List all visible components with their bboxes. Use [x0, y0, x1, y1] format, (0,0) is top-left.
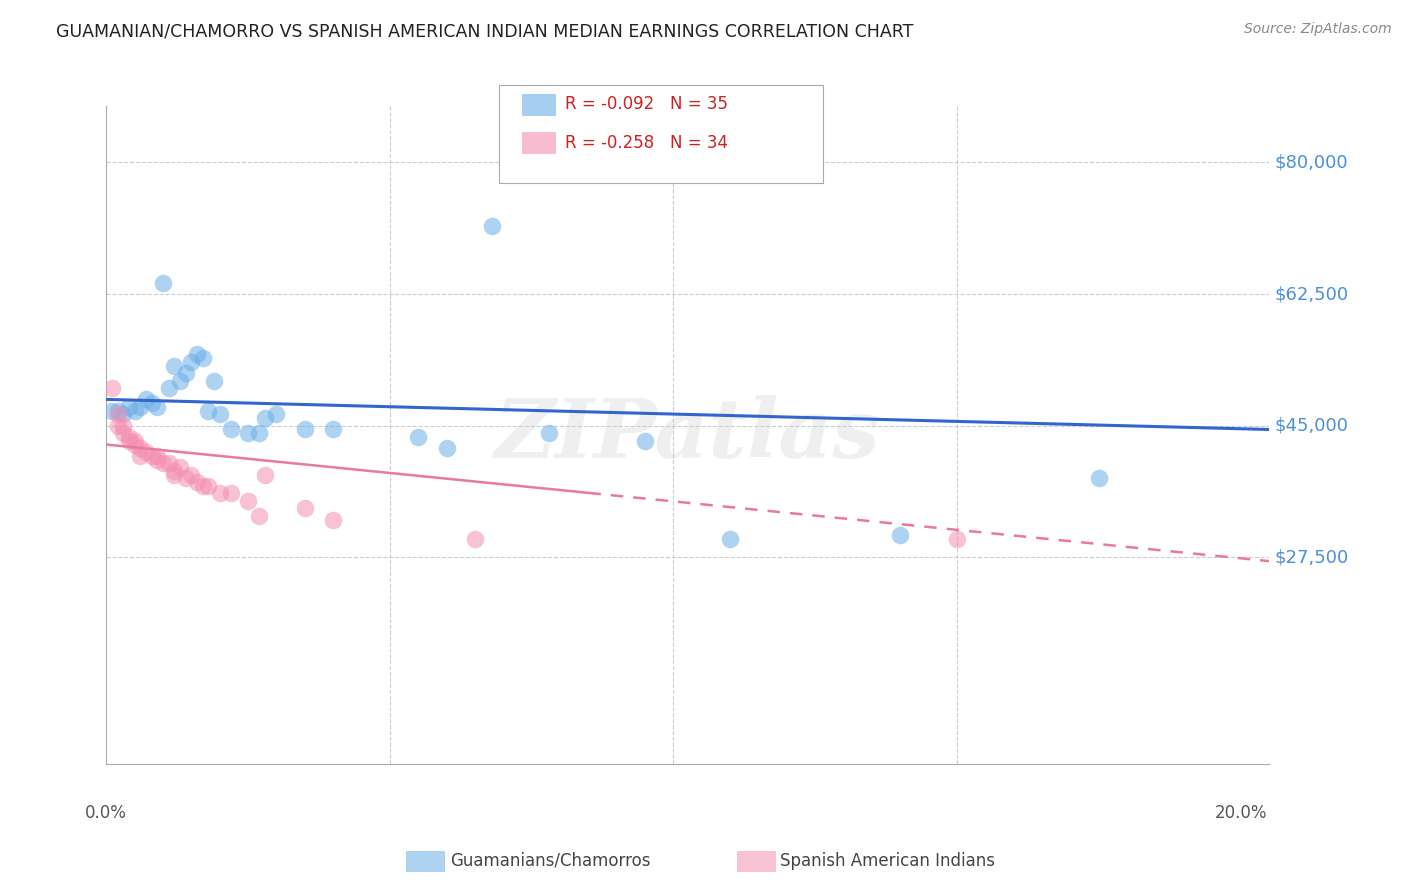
- Point: [406, 430, 429, 444]
- Point: [135, 392, 157, 407]
- Point: [174, 366, 197, 380]
- Point: [118, 434, 141, 448]
- Text: $80,000: $80,000: [1275, 153, 1348, 171]
- Point: [180, 355, 202, 369]
- Point: [186, 347, 208, 361]
- Point: [208, 486, 231, 500]
- Point: [163, 467, 186, 482]
- Point: [202, 374, 225, 388]
- Point: [101, 381, 124, 395]
- Text: $62,500: $62,500: [1275, 285, 1350, 303]
- Point: [247, 426, 270, 441]
- Point: [1088, 471, 1111, 485]
- Point: [112, 426, 135, 441]
- Point: [191, 479, 214, 493]
- Point: [294, 422, 316, 436]
- Point: [107, 403, 129, 417]
- Point: [112, 418, 135, 433]
- Point: [124, 403, 146, 417]
- Point: [481, 219, 503, 234]
- Point: [634, 434, 657, 448]
- Point: [129, 400, 152, 414]
- Point: [169, 374, 191, 388]
- Point: [889, 528, 911, 542]
- Text: $45,000: $45,000: [1275, 417, 1348, 434]
- Point: [219, 422, 242, 436]
- Point: [101, 403, 124, 417]
- Point: [174, 471, 197, 485]
- Point: [718, 532, 741, 546]
- Point: [322, 513, 344, 527]
- Point: [254, 467, 277, 482]
- Point: [163, 464, 186, 478]
- Point: [146, 449, 169, 463]
- Point: [169, 460, 191, 475]
- Point: [129, 449, 152, 463]
- Point: [141, 449, 163, 463]
- Point: [107, 418, 129, 433]
- Point: [322, 422, 344, 436]
- Point: [124, 434, 146, 448]
- Point: [112, 408, 135, 422]
- Point: [141, 396, 163, 410]
- Point: [163, 359, 186, 373]
- Point: [157, 381, 180, 395]
- Text: 0.0%: 0.0%: [86, 804, 127, 822]
- Point: [157, 456, 180, 470]
- Point: [152, 276, 174, 290]
- Point: [537, 426, 560, 441]
- Point: [129, 442, 152, 456]
- Point: [186, 475, 208, 490]
- Point: [266, 408, 288, 422]
- Point: [208, 408, 231, 422]
- Text: GUAMANIAN/CHAMORRO VS SPANISH AMERICAN INDIAN MEDIAN EARNINGS CORRELATION CHART: GUAMANIAN/CHAMORRO VS SPANISH AMERICAN I…: [56, 22, 914, 40]
- Point: [124, 437, 146, 451]
- Point: [135, 445, 157, 459]
- Point: [254, 411, 277, 425]
- Text: $27,500: $27,500: [1275, 549, 1350, 566]
- Point: [146, 452, 169, 467]
- Point: [197, 403, 219, 417]
- Point: [236, 494, 259, 508]
- Text: Guamanians/Chamorros: Guamanians/Chamorros: [450, 852, 651, 870]
- Point: [152, 456, 174, 470]
- Text: Source: ZipAtlas.com: Source: ZipAtlas.com: [1244, 22, 1392, 37]
- Point: [107, 408, 129, 422]
- Point: [436, 442, 458, 456]
- Point: [180, 467, 202, 482]
- Text: 20.0%: 20.0%: [1215, 804, 1267, 822]
- Point: [197, 479, 219, 493]
- Point: [191, 351, 214, 365]
- Point: [294, 501, 316, 516]
- Text: R = -0.258   N = 34: R = -0.258 N = 34: [565, 134, 728, 152]
- Point: [146, 400, 169, 414]
- Point: [247, 508, 270, 523]
- Text: R = -0.092   N = 35: R = -0.092 N = 35: [565, 95, 728, 113]
- Text: Spanish American Indians: Spanish American Indians: [780, 852, 995, 870]
- Point: [219, 486, 242, 500]
- Point: [946, 532, 969, 546]
- Point: [118, 400, 141, 414]
- Point: [464, 532, 486, 546]
- Point: [236, 426, 259, 441]
- Point: [118, 430, 141, 444]
- Text: ZIPatlas: ZIPatlas: [495, 395, 880, 475]
